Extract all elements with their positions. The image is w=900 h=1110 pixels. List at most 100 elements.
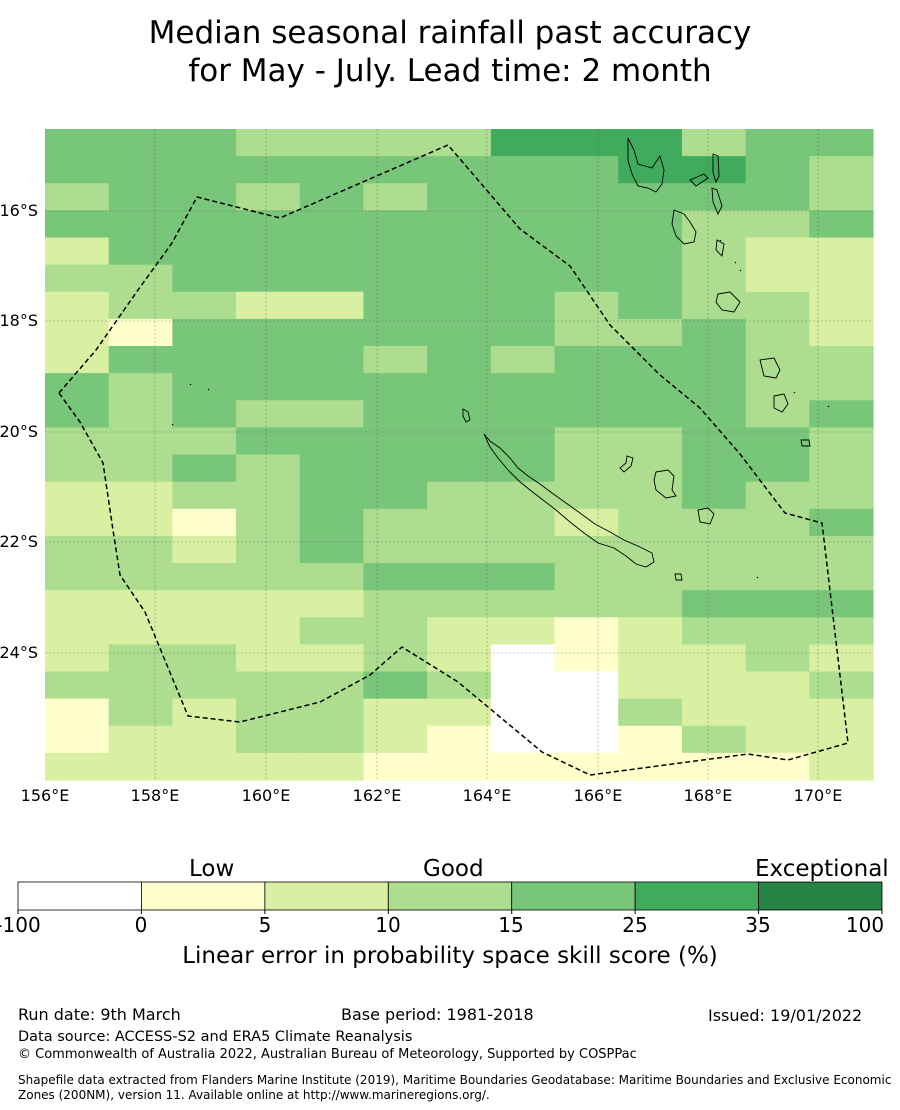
- grid-cell: [681, 508, 747, 537]
- grid-cell: [172, 481, 237, 510]
- grid-cell: [363, 481, 428, 510]
- grid-cell: [363, 644, 428, 673]
- grid-cell: [363, 535, 428, 564]
- grid-cell: [490, 318, 556, 347]
- grid-cell: [363, 725, 428, 754]
- grid-cell: [172, 237, 237, 266]
- grid-cell: [299, 454, 365, 483]
- grid-cell: [618, 671, 683, 700]
- grid-cell: [299, 156, 365, 184]
- shapefile-credit: Shapefile data extracted from Flanders M…: [18, 1073, 898, 1103]
- grid-cell: [490, 752, 556, 781]
- grid-cell: [108, 617, 173, 645]
- grid-cell: [45, 237, 110, 266]
- eez-boundary: [58, 144, 849, 776]
- lon-tick-168: 168°E: [683, 786, 733, 805]
- grid-cell: [45, 535, 110, 564]
- grid-cell: [809, 183, 874, 211]
- grid-cell: [236, 237, 301, 266]
- grid-cell: [45, 318, 110, 347]
- skill-grid: [45, 129, 874, 781]
- grid-cell: [809, 129, 874, 157]
- grid-cell: [618, 508, 683, 537]
- grid-cell: [809, 617, 874, 645]
- grid-cell: [554, 644, 619, 673]
- grid-cell: [236, 617, 301, 645]
- grid-cell: [809, 481, 874, 510]
- grid-cell: [554, 454, 619, 483]
- grid-cell: [363, 156, 428, 184]
- grid-cell: [554, 237, 619, 266]
- grid-cell: [427, 129, 492, 157]
- grid-cell: [299, 427, 365, 456]
- grid-cell: [108, 535, 173, 564]
- grid-cell: [236, 291, 301, 320]
- lat-tick-16: 16°S: [0, 201, 38, 220]
- lat-tick-18: 18°S: [0, 311, 38, 330]
- island-small-islets: [171, 239, 830, 579]
- grid-cell: [108, 373, 173, 401]
- grid-cell: [809, 346, 874, 374]
- grid-cell: [299, 210, 365, 239]
- grid-cell: [236, 346, 301, 374]
- grid-cell: [554, 156, 619, 184]
- grid-cell: [745, 698, 810, 727]
- grid-cell: [490, 373, 556, 401]
- grid-cell: [427, 752, 492, 781]
- grid-cell: [363, 508, 428, 537]
- grid-cell: [618, 210, 683, 239]
- colorbar: [17, 881, 883, 914]
- grid-cell: [45, 481, 110, 510]
- grid-cell: [427, 183, 492, 211]
- grid-cell: [45, 427, 110, 456]
- grid-cell: [745, 644, 810, 673]
- grid-cell: [108, 671, 173, 700]
- grid-cell: [299, 318, 365, 347]
- grid-cell: [108, 264, 173, 293]
- grid-cell: [618, 563, 683, 591]
- grid-cell: [809, 590, 874, 618]
- island-pentecost: [711, 187, 723, 216]
- grid-cell: [172, 535, 237, 564]
- grid-cell: [427, 725, 492, 754]
- lon-tick-160: 160°E: [241, 786, 291, 805]
- grid-cell: [554, 129, 619, 157]
- title-line-1: Median seasonal rainfall past accuracy: [148, 15, 752, 51]
- grid-cell: [681, 671, 747, 700]
- grid-cell: [236, 563, 301, 591]
- grid-cell: [45, 698, 110, 727]
- grid-cell: [554, 698, 619, 727]
- grid-cell: [490, 237, 556, 266]
- grid-cell: [427, 508, 492, 537]
- grid-cell: [427, 481, 492, 510]
- grid-cell: [681, 535, 747, 564]
- grid-cell: [299, 535, 365, 564]
- grid-cell: [745, 237, 810, 266]
- grid-cell: [427, 400, 492, 428]
- grid-cell: [108, 156, 173, 184]
- grid-cell: [618, 156, 683, 184]
- grid-cell: [618, 617, 683, 645]
- colorbar-segment: [141, 881, 266, 911]
- grid-cell: [809, 725, 874, 754]
- grid-cell: [299, 725, 365, 754]
- grid-cell: [427, 671, 492, 700]
- lat-tick-20: 20°S: [0, 422, 38, 441]
- grid-cell: [681, 644, 747, 673]
- grid-cell: [618, 698, 683, 727]
- grid-cell: [172, 454, 237, 483]
- grid-cell: [490, 427, 556, 456]
- grid-cell: [681, 264, 747, 293]
- grid-cell: [172, 644, 237, 673]
- grid-cell: [363, 671, 428, 700]
- grid-cell: [172, 291, 237, 320]
- grid-cell: [618, 129, 683, 157]
- grid-cell: [427, 318, 492, 347]
- grid-cell: [45, 590, 110, 618]
- grid-cell: [236, 698, 301, 727]
- grid-cell: [681, 454, 747, 483]
- grid-cell: [618, 427, 683, 456]
- grid-cell: [45, 400, 110, 428]
- grid-cell: [745, 725, 810, 754]
- island-tanna: [773, 393, 789, 413]
